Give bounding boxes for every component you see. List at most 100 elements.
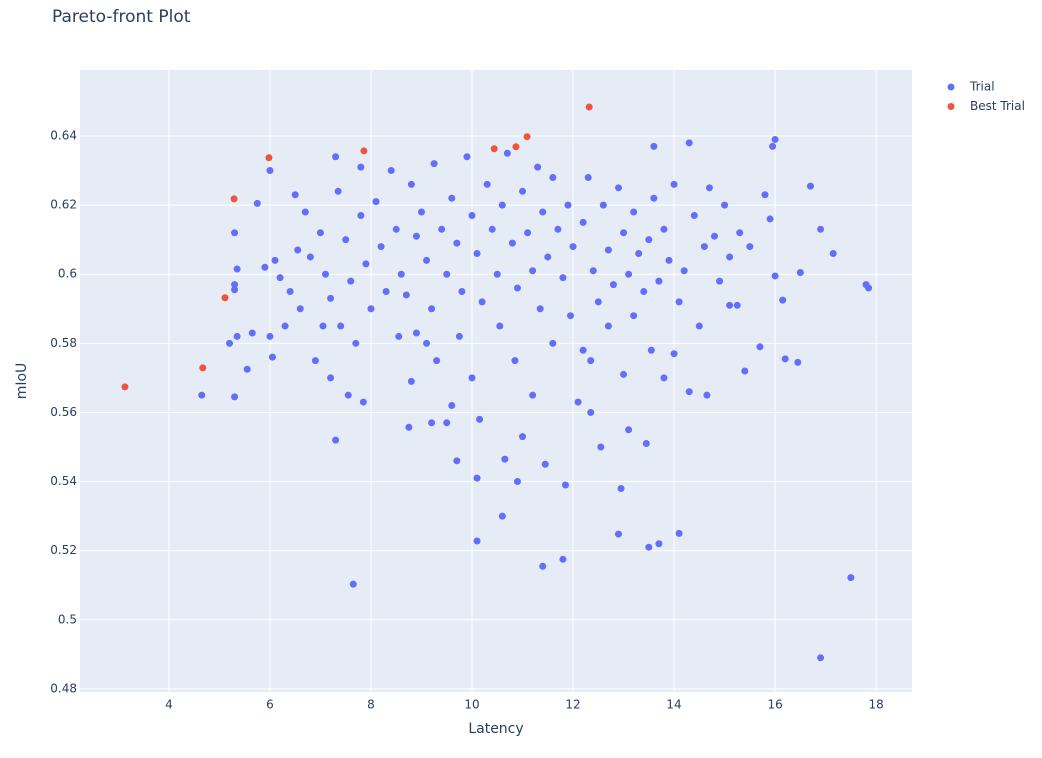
data-point bbox=[412, 329, 420, 337]
data-point bbox=[597, 443, 605, 451]
data-point bbox=[294, 246, 302, 254]
data-point bbox=[268, 353, 276, 361]
data-point bbox=[342, 236, 350, 244]
data-point bbox=[357, 163, 365, 171]
data-point bbox=[334, 187, 342, 195]
data-point bbox=[332, 153, 340, 161]
data-point bbox=[685, 388, 693, 396]
data-point bbox=[625, 270, 633, 278]
data-point bbox=[405, 423, 413, 431]
data-point bbox=[523, 133, 531, 141]
data-point bbox=[584, 173, 592, 181]
data-point bbox=[733, 301, 741, 309]
legend-label: Trial bbox=[969, 80, 995, 94]
chart-title: Pareto-front Plot bbox=[52, 7, 191, 27]
data-point bbox=[779, 296, 787, 304]
data-point bbox=[248, 329, 256, 337]
data-point bbox=[587, 357, 595, 365]
data-point bbox=[430, 160, 438, 168]
data-point bbox=[771, 135, 779, 143]
data-point bbox=[519, 433, 527, 441]
data-point bbox=[265, 154, 273, 162]
y-axis-title: mIoU bbox=[14, 363, 30, 400]
data-point bbox=[121, 383, 129, 391]
data-point bbox=[806, 182, 814, 190]
data-point bbox=[357, 211, 365, 219]
data-point bbox=[286, 288, 294, 296]
data-point bbox=[337, 322, 345, 330]
data-point bbox=[423, 339, 431, 347]
data-point bbox=[319, 322, 327, 330]
data-point bbox=[862, 281, 870, 289]
data-point bbox=[569, 243, 577, 251]
x-axis-title: Latency bbox=[468, 721, 523, 737]
data-point bbox=[402, 291, 410, 299]
data-point bbox=[519, 187, 527, 195]
data-point bbox=[266, 332, 274, 340]
data-point bbox=[266, 167, 274, 175]
x-tick-label: 18 bbox=[868, 698, 883, 712]
data-point bbox=[817, 225, 825, 233]
data-point bbox=[817, 654, 825, 662]
data-point bbox=[349, 580, 357, 588]
x-tick-label: 6 bbox=[266, 698, 274, 712]
data-point bbox=[322, 270, 330, 278]
data-point bbox=[726, 253, 734, 261]
data-point bbox=[458, 288, 466, 296]
data-point bbox=[508, 239, 516, 247]
data-point bbox=[599, 201, 607, 209]
data-point bbox=[529, 391, 537, 399]
data-point bbox=[741, 367, 749, 375]
data-point bbox=[721, 201, 729, 209]
data-point bbox=[316, 229, 324, 237]
data-point bbox=[417, 208, 425, 216]
data-point bbox=[796, 268, 804, 276]
data-point bbox=[655, 540, 663, 548]
data-point bbox=[443, 419, 451, 427]
data-point bbox=[625, 426, 633, 434]
data-point bbox=[604, 246, 612, 254]
data-point bbox=[397, 270, 405, 278]
x-tick-label: 14 bbox=[666, 698, 681, 712]
data-point bbox=[233, 265, 241, 273]
data-point bbox=[695, 322, 703, 330]
data-point bbox=[352, 339, 360, 347]
data-point bbox=[594, 298, 602, 306]
data-point bbox=[710, 232, 718, 240]
data-point bbox=[433, 357, 441, 365]
x-tick-label: 4 bbox=[165, 698, 173, 712]
data-point bbox=[564, 201, 572, 209]
y-tick-label: 0.62 bbox=[50, 198, 77, 212]
data-point bbox=[630, 312, 638, 320]
data-point bbox=[655, 277, 663, 285]
data-point bbox=[243, 365, 251, 373]
data-point bbox=[359, 398, 367, 406]
data-point bbox=[513, 284, 521, 292]
y-tick-label: 0.58 bbox=[50, 336, 77, 350]
data-point bbox=[746, 243, 754, 251]
data-point bbox=[524, 229, 532, 237]
data-point bbox=[231, 286, 239, 294]
data-point bbox=[501, 455, 509, 463]
data-point bbox=[311, 357, 319, 365]
data-point bbox=[453, 239, 461, 247]
data-point bbox=[705, 184, 713, 192]
data-point bbox=[423, 256, 431, 264]
data-point bbox=[377, 243, 385, 251]
data-point bbox=[585, 103, 593, 111]
data-point bbox=[685, 139, 693, 147]
data-point bbox=[670, 180, 678, 188]
data-point bbox=[756, 343, 764, 351]
data-point bbox=[650, 194, 658, 202]
data-point bbox=[468, 211, 476, 219]
data-point bbox=[660, 225, 668, 233]
data-point bbox=[230, 195, 238, 203]
data-point bbox=[327, 294, 335, 302]
data-point bbox=[291, 191, 299, 199]
data-point bbox=[306, 253, 314, 261]
data-point bbox=[407, 180, 415, 188]
data-point bbox=[670, 350, 678, 358]
data-point bbox=[473, 249, 481, 257]
data-point bbox=[675, 298, 683, 306]
